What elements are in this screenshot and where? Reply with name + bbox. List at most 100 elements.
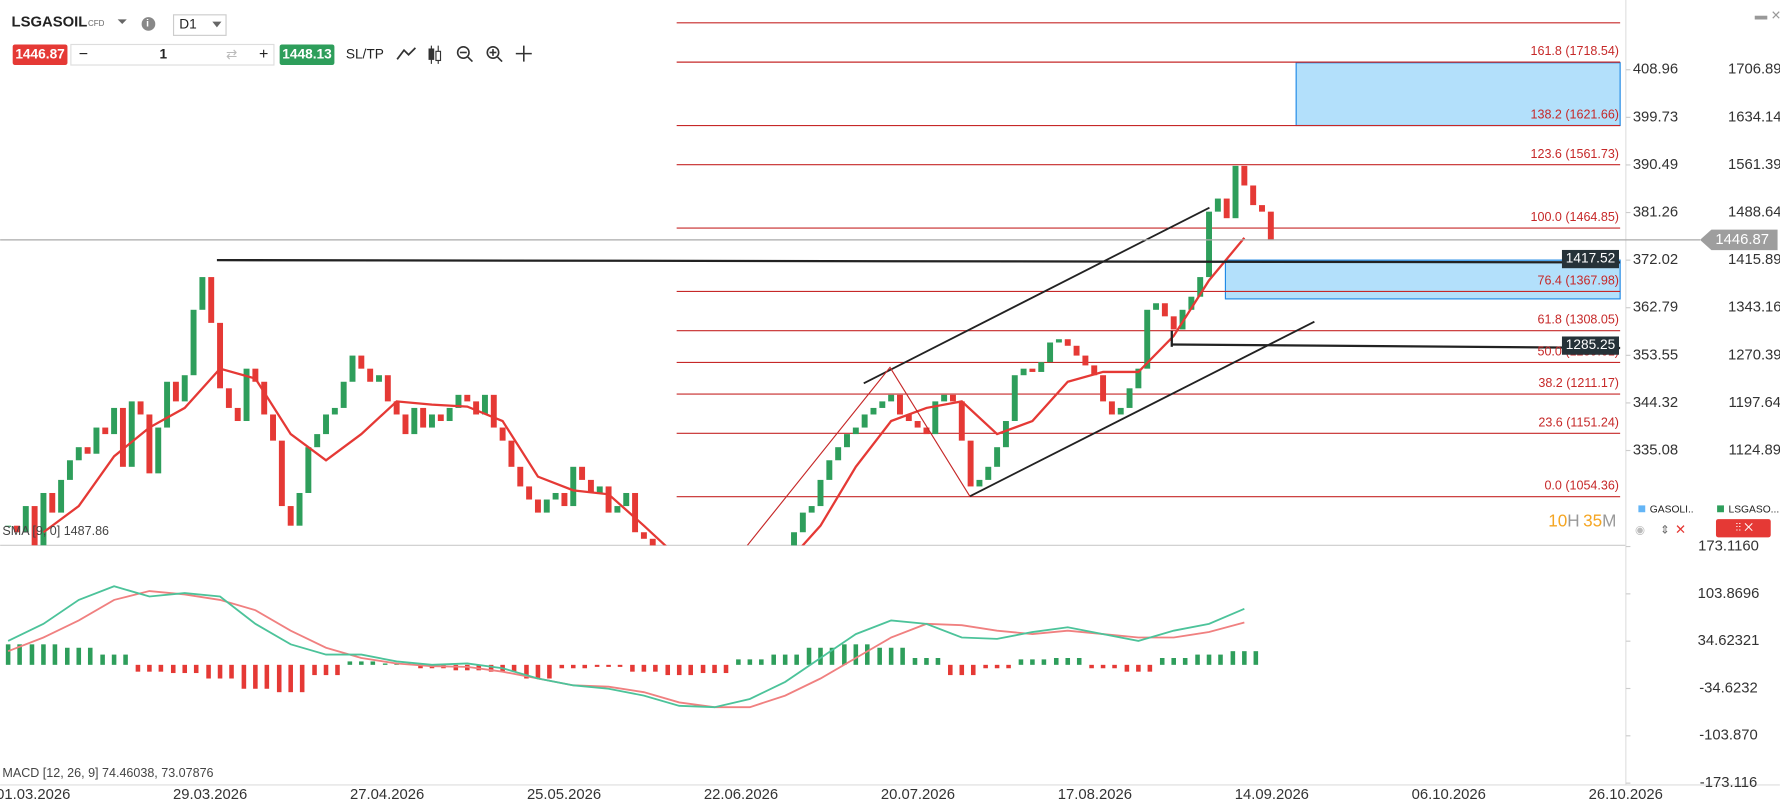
macd-histogram-bar <box>617 664 623 667</box>
sl-tp-button[interactable]: SL/TP <box>346 46 384 61</box>
candle <box>870 407 877 415</box>
minus[interactable]: − <box>79 46 88 63</box>
fib-label: 123.6 (1561.73) <box>1531 147 1619 161</box>
macd-histogram-bar <box>1089 664 1094 669</box>
macd-histogram-bar <box>5 644 11 665</box>
candle <box>1170 316 1177 330</box>
candle <box>58 479 65 513</box>
macd-histogram-bar <box>1136 664 1141 672</box>
macd-histogram-bar <box>665 664 671 676</box>
candle <box>534 499 541 513</box>
macd-histogram-bar <box>100 654 105 665</box>
candle <box>270 414 276 441</box>
candle <box>1144 309 1151 369</box>
macd-histogram-bar <box>653 664 658 672</box>
macd-histogram-bar <box>264 664 270 689</box>
candle <box>596 486 603 493</box>
candle <box>1064 339 1071 346</box>
macd-histogram-bar <box>759 659 764 665</box>
macd-tick-label: -34.6232 <box>1699 680 1758 696</box>
macd-histogram-bar <box>853 644 859 665</box>
macd-histogram-bar <box>170 664 176 674</box>
macd-histogram-bar <box>335 664 340 676</box>
price-tag <box>1561 336 1619 355</box>
macd-histogram-bar <box>782 654 788 665</box>
info-icon[interactable] <box>141 17 156 31</box>
macd-histogram-bar <box>1159 658 1165 665</box>
candle <box>305 447 312 493</box>
visibility-icon[interactable]: ◉ <box>1635 525 1645 537</box>
macd-histogram-bar <box>276 664 282 693</box>
candle <box>685 585 691 592</box>
candle <box>1073 345 1080 356</box>
pan-tool[interactable] <box>515 45 532 62</box>
candle <box>517 466 524 487</box>
timeframe-select[interactable] <box>172 14 227 36</box>
candle <box>429 414 435 428</box>
x-tick-label: 22.06.2026 <box>704 787 778 803</box>
quantity-input[interactable] <box>70 43 275 66</box>
order-icon[interactable]: ⇕ <box>1660 525 1670 537</box>
candle <box>773 545 780 546</box>
candle <box>1223 198 1230 219</box>
macd-histogram-bar <box>288 664 293 693</box>
candle <box>1161 303 1168 317</box>
macd-histogram-bar <box>1206 654 1212 665</box>
candle <box>437 414 444 422</box>
macd-label: MACD [12, 26, 9] 74.46038, 73.07876 <box>2 766 213 780</box>
legend-label: GASOLI.. <box>1650 505 1694 516</box>
macd-histogram-bar <box>865 644 870 665</box>
support-zone <box>1224 259 1621 300</box>
candle <box>1232 165 1239 219</box>
candle <box>676 578 682 585</box>
secondary-label: 362.79 <box>1633 300 1678 316</box>
x-tick-label: 14.09.2026 <box>1235 787 1309 803</box>
macd-histogram-bar <box>41 644 46 665</box>
macd-histogram-bar <box>76 647 82 665</box>
macd-histogram-bar <box>1053 658 1059 665</box>
x-tick-label: 27.04.2026 <box>350 787 424 803</box>
macd-tick-label: 34.62321 <box>1698 633 1760 649</box>
sell-button[interactable] <box>12 44 68 66</box>
macd-histogram-bar <box>900 647 905 665</box>
macd-histogram-bar <box>924 658 929 665</box>
candle <box>208 277 215 323</box>
candle <box>967 440 974 487</box>
buy-button[interactable] <box>279 44 335 66</box>
signal-line <box>7 590 1245 709</box>
candle <box>5 525 12 527</box>
zoom-in[interactable] <box>486 45 503 63</box>
target-zone <box>1295 62 1621 127</box>
line-tool[interactable] <box>396 47 417 60</box>
plus[interactable]: + <box>259 46 268 63</box>
candle <box>765 552 771 559</box>
zoom-out[interactable] <box>456 45 474 63</box>
macd-line <box>7 585 1245 709</box>
macd-histogram-bar <box>736 659 741 665</box>
macd-histogram-bar <box>229 664 234 679</box>
remove-icon[interactable]: ✕ <box>1675 522 1686 537</box>
candle <box>1002 421 1009 448</box>
indicator-controls[interactable] <box>1715 519 1771 538</box>
candle-tool[interactable] <box>428 45 442 64</box>
candle <box>1020 368 1027 376</box>
secondary-label: 381.26 <box>1633 204 1678 220</box>
swap-icon[interactable]: ⇄ <box>226 46 238 61</box>
fib-label: 138.2 (1621.66) <box>1531 108 1619 122</box>
candle <box>376 375 382 382</box>
candle <box>296 492 303 526</box>
macd-histogram-bar <box>547 664 552 679</box>
macd-histogram-bar <box>52 644 58 665</box>
macd-histogram-bar <box>630 664 635 672</box>
macd-histogram-bar <box>948 664 953 676</box>
candle <box>243 368 250 422</box>
macd-histogram-bar <box>135 664 141 672</box>
candle <box>13 525 20 533</box>
sell-price: 1446.87 <box>15 46 65 61</box>
candle <box>234 407 241 422</box>
dropdown-icon[interactable] <box>117 19 127 24</box>
window-controls[interactable]: ▬ ✕ <box>1755 8 1780 22</box>
macd-histogram-bar <box>700 664 706 674</box>
macd-histogram-bar <box>959 664 965 676</box>
